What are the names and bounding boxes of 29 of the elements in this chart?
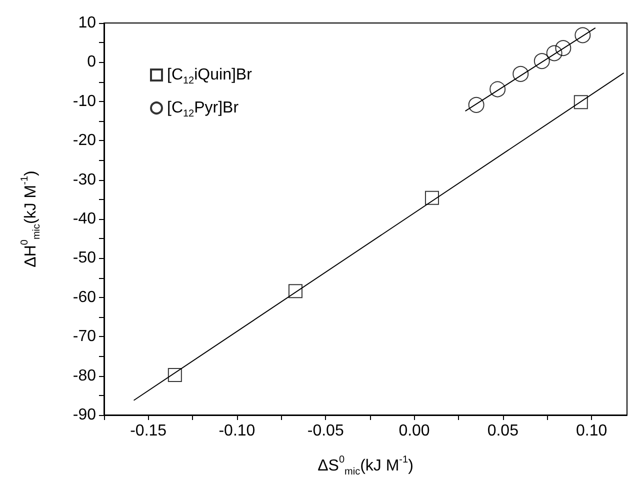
point (168, 368, 182, 382)
y-tick-label: -40 (72, 210, 96, 228)
y-tick-label: 0 (87, 54, 96, 71)
point (574, 27, 591, 44)
y-tick-label: -80 (72, 367, 96, 384)
point (424, 190, 439, 205)
point (534, 53, 550, 70)
point (288, 284, 302, 298)
y-tick-label: -10 (72, 92, 96, 110)
x-tick-label: 0.05 (487, 422, 519, 440)
y-tick-label: -20 (72, 132, 96, 150)
y-tick-label: -50 (72, 250, 96, 267)
x-tick-label: -0.10 (218, 422, 256, 440)
x-tick-label: 0.00 (398, 422, 430, 440)
y-tick-label: -70 (72, 328, 96, 346)
y-axis-title: ΔH0mic(kJ M-1) (20, 170, 42, 268)
point (555, 40, 572, 56)
y-tick-label: -60 (72, 288, 96, 306)
point (546, 45, 562, 62)
x-tick-label: -0.05 (307, 422, 344, 440)
x-tick-label: -0.15 (130, 422, 167, 440)
x-tick-label: 0.10 (576, 422, 608, 440)
point (468, 96, 484, 113)
y-tick-label: -30 (72, 171, 96, 188)
point (512, 66, 529, 82)
point (490, 81, 506, 98)
y-tick-label: 10 (78, 14, 96, 32)
y-tick-label: -90 (72, 406, 96, 424)
point (574, 95, 588, 110)
